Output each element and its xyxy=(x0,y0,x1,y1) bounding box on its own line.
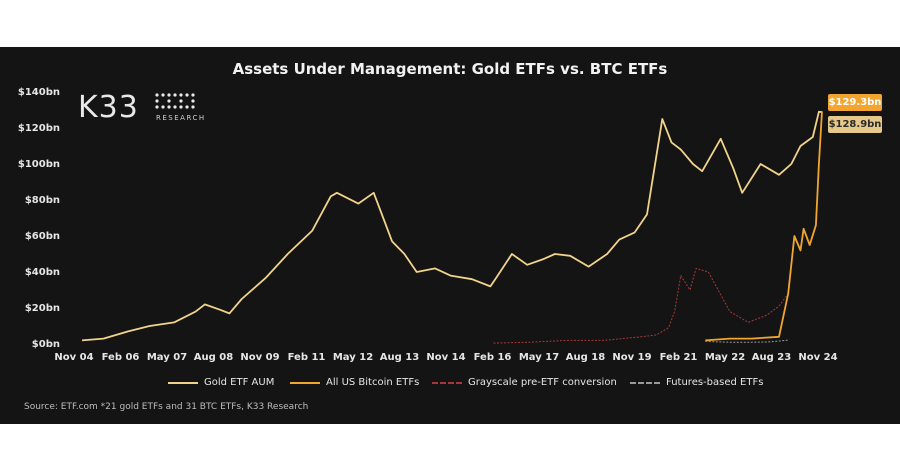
chart-title: Assets Under Management: Gold ETFs vs. B… xyxy=(232,60,668,78)
legend-label-gold: Gold ETF AUM xyxy=(204,377,275,388)
series-line-2 xyxy=(493,267,789,344)
x-tick-label: Nov 14 xyxy=(426,352,465,363)
logo-dots-icon xyxy=(155,93,195,109)
legend-label-grayscale: Grayscale pre-ETF conversion xyxy=(468,377,617,388)
x-tick-label: May 17 xyxy=(519,352,559,363)
legend-item-gold: Gold ETF AUM xyxy=(168,377,274,388)
x-axis: Nov 04 Feb 06 May 07 Aug 08 Nov 09 Feb 11 May … xyxy=(54,352,837,363)
y-tick-label: $60bn xyxy=(25,231,60,242)
logo-subtitle: RESEARCH xyxy=(156,114,206,122)
x-tick-label: Aug 18 xyxy=(566,352,605,363)
x-tick-label: Aug 08 xyxy=(194,352,233,363)
chart-panel xyxy=(0,47,900,424)
callout-btc-value: $129.3bn xyxy=(828,94,882,111)
x-tick-label: Nov 09 xyxy=(240,352,279,363)
y-axis: $0bn $20bn $40bn $60bn $80bn $100bn $120bn $140… xyxy=(18,87,60,350)
legend-item-btc: All US Bitcoin ETFs xyxy=(290,377,419,388)
chart-legend: Gold ETF AUM All US Bitcoin ETFs Graysca… xyxy=(0,377,900,391)
y-tick-label: $80bn xyxy=(25,195,60,206)
legend-item-grayscale: Grayscale pre-ETF conversion xyxy=(432,377,617,388)
y-tick-label: $20bn xyxy=(25,303,60,314)
legend-swatch-grayscale xyxy=(432,381,462,384)
k33-logo: K33 RESEARCH xyxy=(78,90,204,125)
x-tick-label: Feb 16 xyxy=(474,352,512,363)
legend-swatch-btc xyxy=(290,381,320,384)
series-line-0 xyxy=(81,110,823,342)
y-tick-label: $0bn xyxy=(32,339,60,350)
x-tick-label: Nov 04 xyxy=(54,352,93,363)
callout-gold-value: $128.9bn xyxy=(828,116,882,133)
logo-wordmark: K33 xyxy=(78,90,139,125)
x-tick-label: May 07 xyxy=(147,352,187,363)
source-note: Source: ETF.com *21 gold ETFs and 31 BTC… xyxy=(24,402,309,412)
y-tick-label: $100bn xyxy=(18,159,60,170)
y-tick-label: $140bn xyxy=(18,87,60,98)
legend-swatch-gold xyxy=(168,381,198,384)
series-line-1 xyxy=(705,111,823,342)
x-tick-label: Feb 11 xyxy=(288,352,326,363)
series-lines xyxy=(81,110,823,344)
legend-label-btc: All US Bitcoin ETFs xyxy=(326,377,420,388)
x-tick-label: Nov 24 xyxy=(798,352,837,363)
legend-label-futures: Futures-based ETFs xyxy=(666,377,764,388)
x-tick-label: Aug 13 xyxy=(380,352,419,363)
x-tick-label: Feb 21 xyxy=(660,352,698,363)
y-tick-label: $40bn xyxy=(25,267,60,278)
x-tick-label: May 12 xyxy=(333,352,373,363)
legend-item-futures: Futures-based ETFs xyxy=(630,377,763,388)
x-tick-label: May 22 xyxy=(705,352,745,363)
y-tick-label: $120bn xyxy=(18,123,60,134)
legend-swatch-futures xyxy=(630,381,660,384)
series-line-3 xyxy=(705,339,789,343)
x-tick-label: Aug 23 xyxy=(752,352,791,363)
x-tick-label: Feb 06 xyxy=(102,352,140,363)
x-tick-label: Nov 19 xyxy=(612,352,651,363)
